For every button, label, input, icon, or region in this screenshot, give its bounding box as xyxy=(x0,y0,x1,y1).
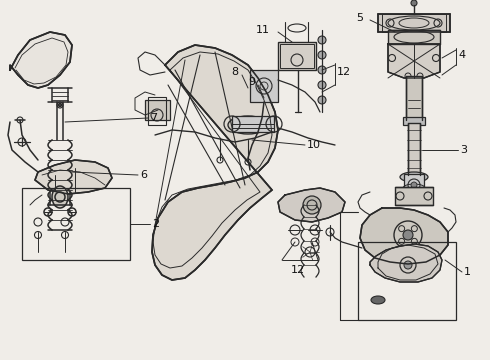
Bar xyxy=(382,14,446,32)
Text: 3: 3 xyxy=(460,145,467,155)
Ellipse shape xyxy=(303,196,321,214)
Bar xyxy=(406,76,422,120)
Text: 12: 12 xyxy=(291,265,305,275)
Ellipse shape xyxy=(371,296,385,304)
Bar xyxy=(232,116,274,132)
Bar xyxy=(378,14,450,32)
Text: 9: 9 xyxy=(248,77,255,87)
Polygon shape xyxy=(388,44,440,78)
Bar xyxy=(250,70,278,102)
Circle shape xyxy=(318,36,326,44)
Circle shape xyxy=(403,230,413,240)
Circle shape xyxy=(58,104,62,107)
Bar xyxy=(22,188,130,260)
Text: 12: 12 xyxy=(337,67,351,77)
Polygon shape xyxy=(370,244,442,282)
Circle shape xyxy=(411,182,417,188)
Bar xyxy=(388,30,440,44)
Text: 5: 5 xyxy=(356,13,363,23)
Bar xyxy=(145,100,170,120)
Circle shape xyxy=(318,96,326,104)
Bar xyxy=(148,97,166,125)
Bar xyxy=(278,42,316,70)
Text: 11: 11 xyxy=(256,25,270,35)
Circle shape xyxy=(318,66,326,74)
Text: 4: 4 xyxy=(458,50,465,60)
Circle shape xyxy=(318,81,326,89)
Text: 1: 1 xyxy=(464,267,471,277)
Polygon shape xyxy=(360,208,448,264)
Ellipse shape xyxy=(228,116,268,134)
Polygon shape xyxy=(278,188,345,222)
Bar xyxy=(395,187,433,205)
Ellipse shape xyxy=(52,186,68,208)
Text: 2: 2 xyxy=(152,219,159,229)
Ellipse shape xyxy=(400,172,428,182)
Bar xyxy=(403,117,425,125)
Circle shape xyxy=(411,0,417,6)
Bar xyxy=(404,174,424,188)
Polygon shape xyxy=(35,160,112,194)
Bar xyxy=(358,242,456,320)
Text: 10: 10 xyxy=(307,140,321,150)
Polygon shape xyxy=(10,32,72,88)
Circle shape xyxy=(404,261,412,269)
Bar xyxy=(280,44,314,68)
Polygon shape xyxy=(152,45,278,280)
Circle shape xyxy=(318,51,326,59)
Text: 6: 6 xyxy=(140,170,147,180)
Text: 8: 8 xyxy=(231,67,238,77)
Text: 7: 7 xyxy=(150,113,157,123)
Bar xyxy=(408,123,420,175)
